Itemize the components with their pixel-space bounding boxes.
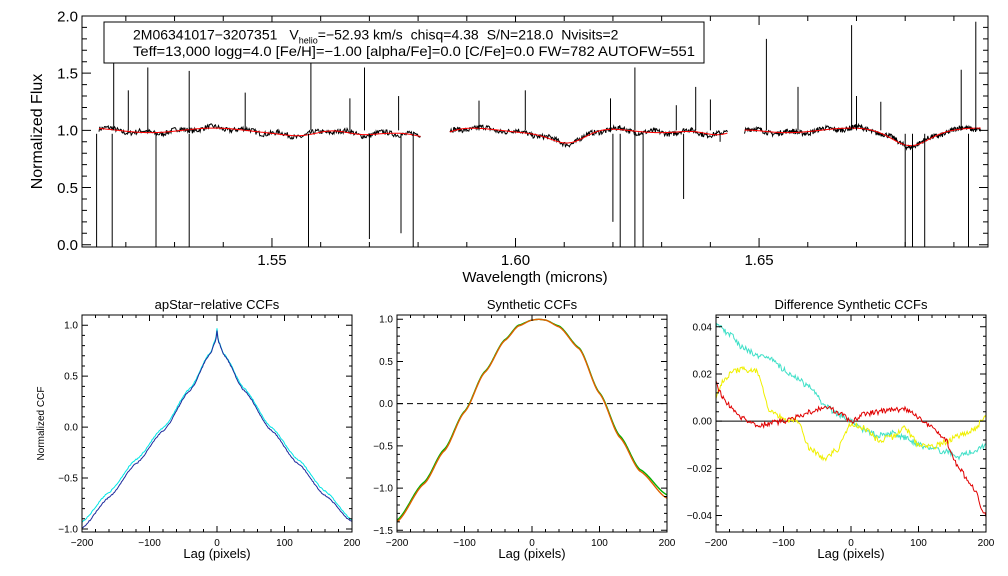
apstar-ccf-panel: −200 −100 0 100 200 −1.0 −0.5 0.0 0.5 1.0 Lag (pix… xyxy=(36,297,361,561)
x-tick-label: −100 xyxy=(138,538,161,549)
x-tick-label: −100 xyxy=(453,538,476,549)
ccf-series-line xyxy=(715,380,987,518)
x-axis-label: Lag (pixels) xyxy=(498,546,565,561)
synthetic-ccf-panel: −200 −100 0 100 200 −1.5 −1.0 −0.5 0.0 0.5 1.0 Lag … xyxy=(373,297,676,561)
panel-title: Difference Synthetic CCFs xyxy=(775,297,928,312)
ccf-series-line xyxy=(81,328,353,523)
major-ticks xyxy=(396,315,668,532)
y-tick-label: −0.5 xyxy=(58,474,78,485)
major-ticks xyxy=(81,315,353,532)
x-tick-label: 1.55 xyxy=(257,252,286,269)
ccf-series-line xyxy=(396,318,668,521)
panel-title: Synthetic CCFs xyxy=(487,297,578,312)
spectrum-axes: 1.55 1.60 1.65 0.0 0.5 1.0 1.5 2.0 Wavelength (m… xyxy=(29,8,989,286)
plot-frame xyxy=(396,314,668,533)
x-tick-label: 0 xyxy=(214,538,220,549)
difference-ccf-panel: −200 −100 0 100 200 −0.04 −0.02 0.00 0.02 0.04 Lag… xyxy=(687,297,995,561)
y-tick-label: 0.5 xyxy=(64,372,78,383)
annotation-line-1: 2M06341017−3207351 Vhelio=−52.93 km/s chis… xyxy=(133,27,619,46)
y-tick-label: 0.00 xyxy=(693,417,713,428)
minor-ticks xyxy=(82,16,988,247)
y-tick-label: 0.0 xyxy=(57,237,78,254)
annotation-vhelio-symbol: V xyxy=(289,27,299,43)
annotation-vhelio-value: =−52.93 km/s xyxy=(318,27,403,43)
x-tick-label: −200 xyxy=(705,538,728,549)
y-tick-label: 0.02 xyxy=(693,369,713,380)
x-tick-label: 1.65 xyxy=(744,252,773,269)
ccf-series-line xyxy=(396,318,668,523)
y-axis-label: Normalized Flux xyxy=(29,74,46,190)
major-ticks xyxy=(82,15,988,247)
plot-frame xyxy=(715,314,987,533)
x-axis-label: Wavelength (microns) xyxy=(462,269,607,286)
model-spectrum-line xyxy=(449,127,728,144)
panel-title: apStar−relative CCFs xyxy=(155,297,280,312)
observed-spectrum-line xyxy=(98,123,421,140)
x-tick-label: 100 xyxy=(276,538,293,549)
annotation-vhelio-sub: helio xyxy=(299,36,318,46)
minor-ticks xyxy=(716,315,986,532)
spectrum-annotation-box: 2M06341017−3207351 Vhelio=−52.93 km/s chis… xyxy=(103,21,705,64)
major-ticks xyxy=(715,315,987,532)
y-tick-label: 0.0 xyxy=(64,423,78,434)
y-tick-label: 1.0 xyxy=(57,123,78,140)
y-tick-label: −1.0 xyxy=(373,484,393,495)
annotation-line-2: Teff=13,000 logg=4.0 [Fe/H]=−1.00 [alpha… xyxy=(133,43,695,59)
x-tick-label: −200 xyxy=(386,538,409,549)
y-tick-label: 0.0 xyxy=(379,399,393,410)
x-tick-label: 0 xyxy=(848,538,854,549)
minor-ticks xyxy=(397,315,667,532)
model-spectrum-line xyxy=(744,127,981,147)
ccf-series-line xyxy=(82,330,353,529)
minor-ticks xyxy=(82,314,352,532)
x-tick-label: 200 xyxy=(978,538,995,549)
y-tick-label: 2.0 xyxy=(57,8,78,25)
x-tick-label: −200 xyxy=(71,538,94,549)
annotation-snr: S/N=218.0 xyxy=(487,27,554,43)
y-tick-label: 0.5 xyxy=(57,180,78,197)
x-axis-label: Lag (pixels) xyxy=(817,546,884,561)
spectrum-panel: 1.55 1.60 1.65 0.0 0.5 1.0 1.5 2.0 Wavelength (m… xyxy=(29,8,989,286)
observed-spectrum-line xyxy=(449,124,728,148)
y-tick-label: 1.0 xyxy=(379,315,393,326)
ccf-series-line xyxy=(715,365,987,462)
y-tick-label: −1.0 xyxy=(58,524,78,535)
annotation-nvisits: Nvisits=2 xyxy=(561,27,618,43)
x-axis-label: Lag (pixels) xyxy=(183,546,250,561)
annotation-box xyxy=(103,21,705,64)
y-tick-label: 0.04 xyxy=(693,322,713,333)
y-tick-label: 1.5 xyxy=(57,65,78,82)
x-tick-label: 1.60 xyxy=(501,252,530,269)
y-tick-label: 0.5 xyxy=(379,357,393,368)
model-spectrum-line xyxy=(98,127,421,137)
plot-frame xyxy=(81,314,353,533)
x-tick-label: 0 xyxy=(529,538,535,549)
annotation-star-id: 2M06341017−3207351 xyxy=(133,27,278,43)
y-tick-label: −0.04 xyxy=(687,511,713,522)
annotation-chisq: chisq=4.38 xyxy=(411,27,479,43)
plot-frame xyxy=(81,15,989,248)
y-tick-label: 1.0 xyxy=(64,321,78,332)
observed-spectrum-line xyxy=(744,122,982,151)
x-tick-label: 100 xyxy=(910,538,927,549)
x-tick-label: −100 xyxy=(772,538,795,549)
y-tick-label: −0.02 xyxy=(687,464,713,475)
ccf-series-line xyxy=(715,322,987,461)
x-tick-label: 200 xyxy=(344,538,361,549)
x-tick-label: 200 xyxy=(659,538,676,549)
x-tick-label: 100 xyxy=(591,538,608,549)
y-axis-label: Normalized CCF xyxy=(36,387,47,461)
y-tick-label: −0.5 xyxy=(373,441,393,452)
y-tick-label: −1.5 xyxy=(373,526,393,537)
spectrum-marks xyxy=(96,21,982,247)
